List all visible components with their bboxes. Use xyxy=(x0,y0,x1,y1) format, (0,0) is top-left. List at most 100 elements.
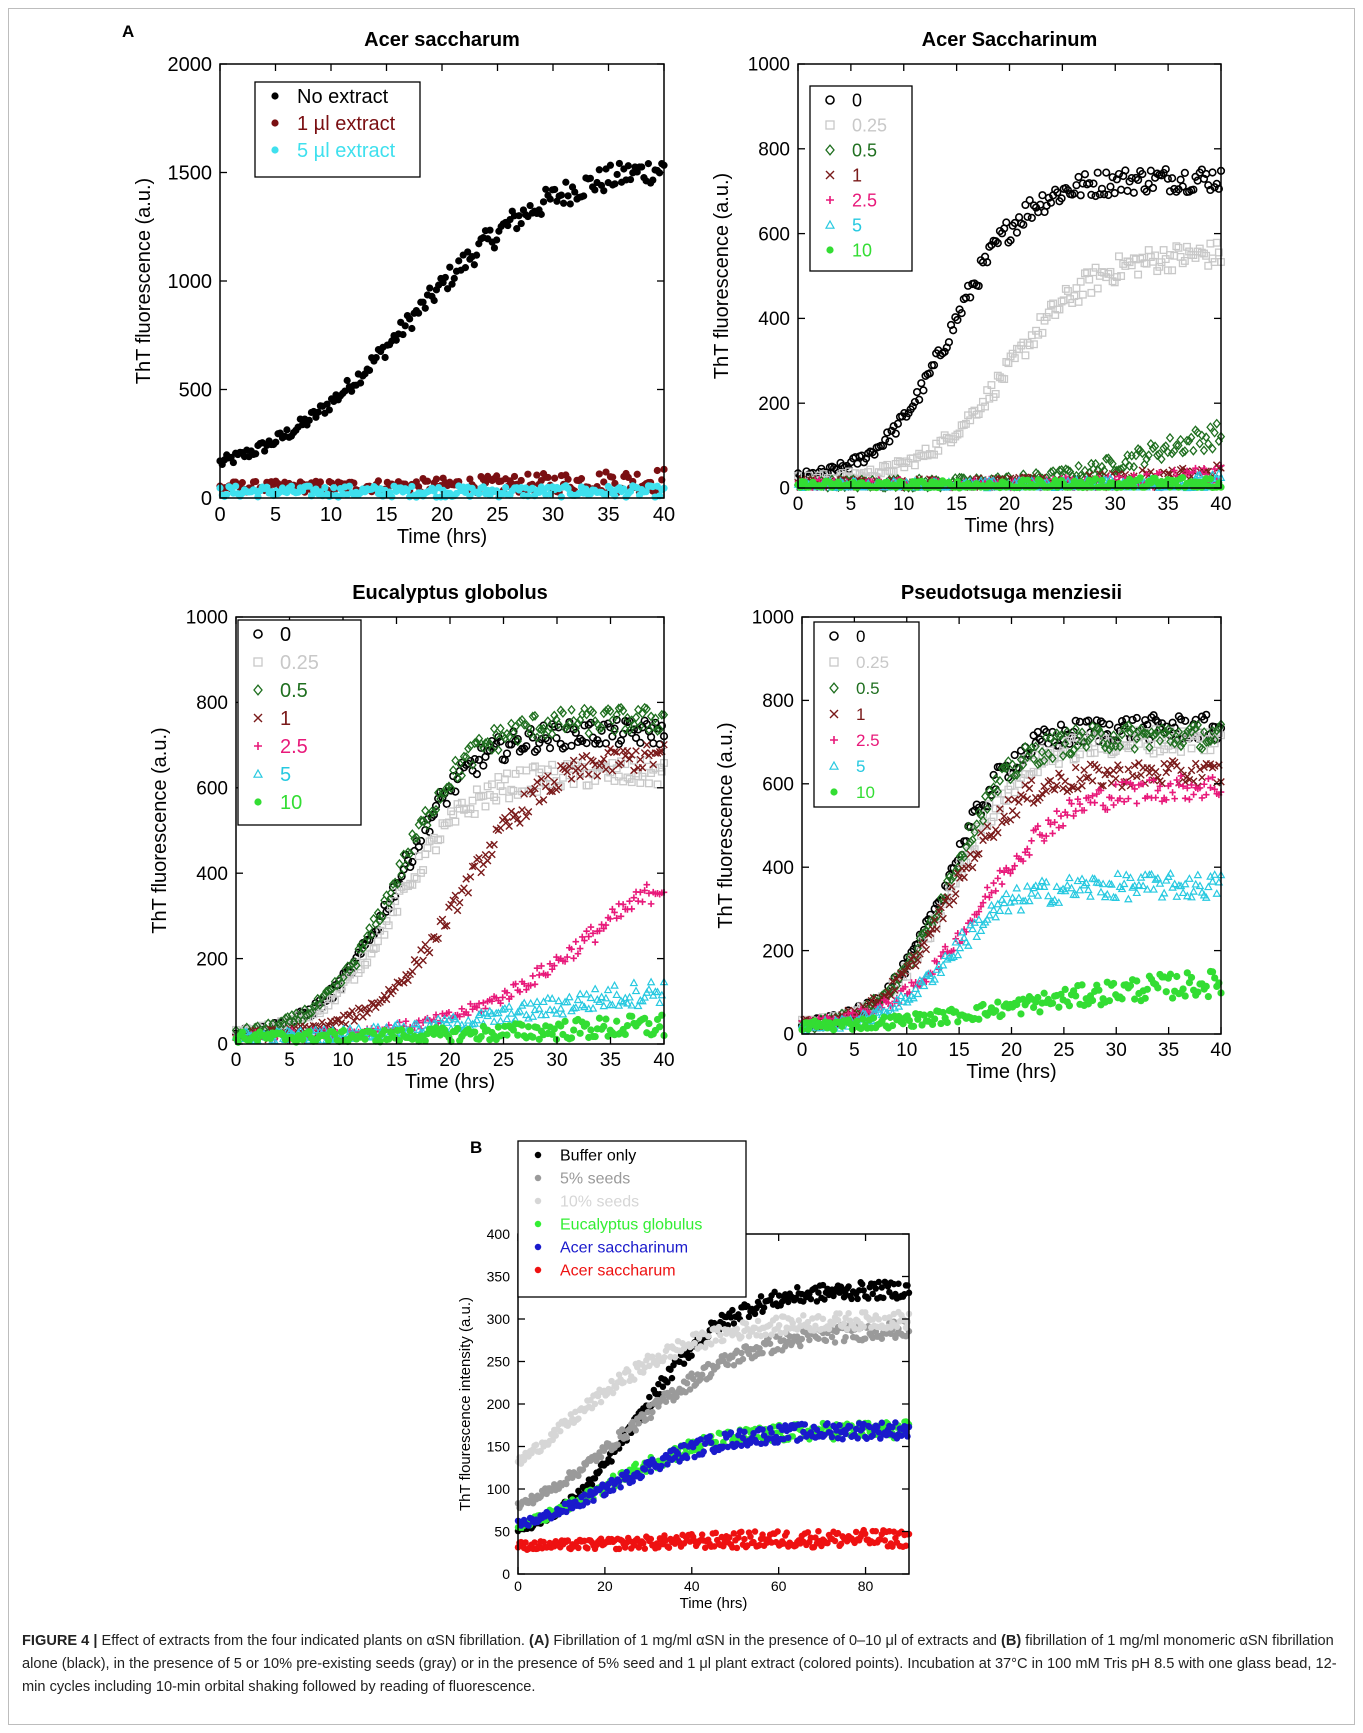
data-point xyxy=(631,712,641,723)
data-point xyxy=(915,395,924,404)
data-point xyxy=(591,1032,599,1041)
data-point xyxy=(624,162,632,170)
data-point xyxy=(611,479,619,488)
data-point xyxy=(443,285,452,293)
data-point xyxy=(1133,800,1141,807)
data-point xyxy=(1074,297,1083,306)
data-point xyxy=(1063,465,1073,476)
data-point xyxy=(406,879,415,888)
data-point xyxy=(1087,483,1095,491)
data-point xyxy=(974,822,983,831)
data-point xyxy=(539,723,548,734)
y-axis-label: ThT fluorescence (a.u.) xyxy=(711,173,733,379)
data-point xyxy=(1146,439,1155,449)
data-point xyxy=(451,891,460,900)
y-tick-label: 800 xyxy=(196,693,228,714)
data-point xyxy=(1208,443,1217,454)
data-point xyxy=(1061,183,1070,193)
data-point xyxy=(1170,467,1178,474)
data-point xyxy=(483,856,492,865)
data-point xyxy=(940,347,949,356)
x-tick-label: 20 xyxy=(431,504,453,526)
data-point xyxy=(584,728,593,739)
data-point xyxy=(323,400,331,408)
data-point xyxy=(382,995,391,1004)
data-point xyxy=(412,832,421,843)
x-tick-label: 35 xyxy=(1158,494,1179,515)
data-point xyxy=(1074,172,1083,182)
data-point xyxy=(966,416,975,425)
data-point xyxy=(638,763,647,772)
data-point xyxy=(1136,474,1144,482)
data-point xyxy=(378,911,387,922)
data-point xyxy=(496,782,505,791)
data-point xyxy=(943,1018,951,1027)
data-point xyxy=(983,386,992,395)
data-point xyxy=(629,978,639,987)
data-point xyxy=(610,747,619,756)
data-point xyxy=(1198,794,1206,802)
data-point xyxy=(515,212,523,220)
data-point xyxy=(1130,471,1138,479)
data-point xyxy=(869,1014,878,1022)
data-point xyxy=(393,879,402,890)
data-point xyxy=(998,1011,1006,1019)
x-tick-label: 30 xyxy=(546,1050,567,1071)
data-point xyxy=(1034,330,1043,339)
data-point xyxy=(1183,242,1191,251)
data-point xyxy=(1059,784,1067,793)
data-point xyxy=(614,703,623,714)
data-point xyxy=(1180,168,1189,177)
data-point xyxy=(554,719,563,730)
data-point xyxy=(615,159,623,168)
data-point xyxy=(423,477,432,485)
data-point xyxy=(908,402,917,411)
data-point xyxy=(389,987,397,995)
series-10 xyxy=(798,967,1225,1034)
data-point xyxy=(1006,236,1015,245)
data-point xyxy=(474,755,484,764)
data-point xyxy=(1049,299,1058,308)
data-point xyxy=(1065,873,1074,882)
data-point xyxy=(468,759,477,770)
data-point xyxy=(496,723,505,734)
data-point xyxy=(367,929,376,940)
data-point xyxy=(505,794,514,803)
data-point xyxy=(509,728,518,739)
data-point xyxy=(1025,196,1034,205)
data-point xyxy=(501,483,510,492)
data-point xyxy=(530,710,540,721)
data-point xyxy=(339,972,348,983)
data-point xyxy=(1190,791,1197,798)
data-point xyxy=(994,998,1002,1006)
data-point xyxy=(384,921,393,930)
data-point xyxy=(636,779,645,787)
data-point xyxy=(419,866,428,874)
data-point xyxy=(481,802,490,811)
data-point xyxy=(646,711,656,722)
data-point xyxy=(990,879,997,887)
legend-marker xyxy=(825,144,835,156)
data-point xyxy=(1057,194,1066,203)
data-point xyxy=(597,722,606,733)
data-point xyxy=(1065,466,1075,477)
data-point xyxy=(526,786,535,795)
data-point xyxy=(1110,278,1119,287)
data-point xyxy=(1169,789,1176,796)
data-point xyxy=(1192,464,1199,472)
data-point xyxy=(330,996,339,1005)
data-point xyxy=(423,820,432,831)
x-axis-label: Time (hrs) xyxy=(397,526,487,548)
data-point xyxy=(570,1026,578,1034)
data-point xyxy=(582,781,591,790)
data-point xyxy=(292,1008,301,1019)
data-point xyxy=(1148,183,1158,193)
data-point xyxy=(352,958,361,967)
data-point xyxy=(1116,185,1126,194)
data-point xyxy=(317,992,327,1003)
data-point xyxy=(393,978,402,986)
data-point xyxy=(1163,447,1173,458)
data-point xyxy=(643,881,651,889)
data-point xyxy=(1141,994,1149,1002)
